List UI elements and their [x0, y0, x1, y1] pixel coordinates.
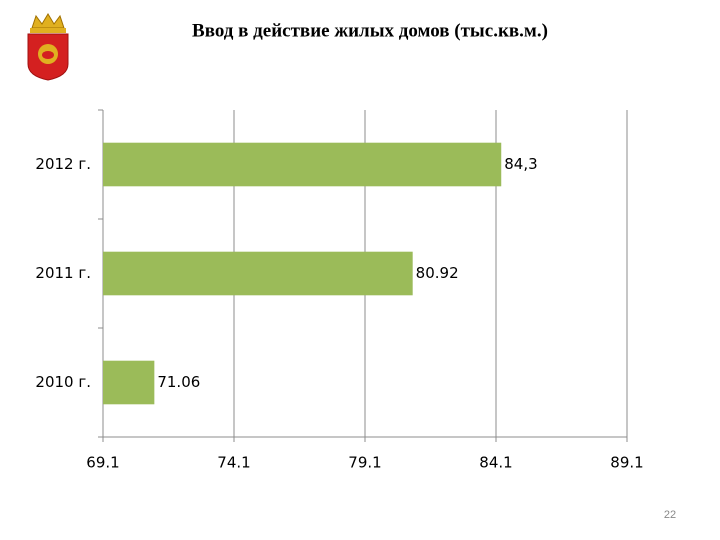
- x-tick-label: 69.1: [86, 454, 119, 472]
- x-tick-label: 84.1: [479, 454, 512, 472]
- y-tick-label: 2012 г.: [35, 155, 91, 173]
- y-tick-label: 2010 г.: [35, 373, 91, 391]
- bar: [103, 360, 155, 405]
- data-label: 80.92: [416, 264, 459, 282]
- x-tick-label: 74.1: [217, 454, 250, 472]
- x-tick-label: 89.1: [610, 454, 643, 472]
- y-tick-label: 2011 г.: [35, 264, 91, 282]
- chart-title: Ввод в действие жилых домов (тыс.кв.м.): [192, 20, 548, 41]
- emblem: [27, 13, 69, 81]
- x-tick-label: 79.1: [348, 454, 381, 472]
- slide-number: 22: [664, 509, 676, 521]
- bar: [103, 142, 502, 187]
- data-label: 84,3: [504, 155, 537, 173]
- data-label: 71.06: [157, 373, 200, 391]
- bar: [103, 251, 413, 296]
